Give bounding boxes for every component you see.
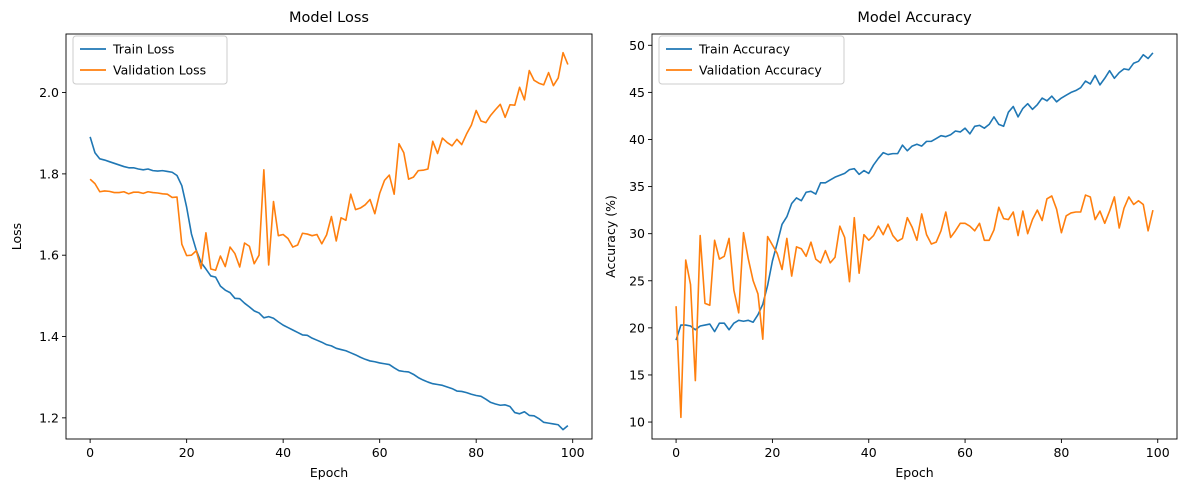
x-tick-label: 60 [957, 445, 973, 460]
x-tick-label: 40 [861, 445, 877, 460]
legend-box [72, 35, 228, 85]
x-axis-label: Epoch [310, 465, 348, 480]
legend-box [658, 35, 845, 85]
y-tick-label: 1.2 [39, 410, 59, 425]
y-axis-label: Accuracy (%) [603, 195, 618, 278]
plot-lines [675, 52, 1154, 419]
y-tick-label: 15 [629, 367, 645, 382]
validation-accuracy-line [675, 194, 1154, 419]
plot-frame [651, 33, 1178, 440]
x-tick-label: 0 [86, 445, 94, 460]
y-tick-label: 30 [629, 226, 645, 241]
legend: Train Loss Validation Loss [72, 35, 228, 85]
y-tick-label: 25 [629, 273, 645, 288]
legend-label: Train Loss [112, 42, 174, 57]
legend-label: Train Accuracy [698, 42, 791, 57]
plot-lines [89, 51, 569, 431]
y-tick-label: 35 [629, 179, 645, 194]
y-tick-label: 20 [629, 320, 645, 335]
plot-frame [65, 33, 593, 440]
x-tick-label: 40 [275, 445, 291, 460]
x-tick-label: 100 [561, 445, 585, 460]
x-tick-label: 80 [1053, 445, 1069, 460]
accuracy-chart: Model Accuracy 0 20 40 60 80 100 10 15 20 25 30 35 40… [603, 10, 1178, 480]
y-tick-label: 2.0 [39, 85, 59, 100]
y-axis-label: Loss [9, 223, 24, 250]
y-tick-label: 1.6 [39, 248, 59, 263]
y-tick-label: 40 [629, 132, 645, 147]
chart-title: Model Accuracy [857, 10, 972, 26]
x-tick-label: 20 [764, 445, 780, 460]
validation-loss-line [89, 51, 569, 272]
x-tick-label: 100 [1146, 445, 1170, 460]
x-tick-label: 60 [372, 445, 388, 460]
x-tick-label: 80 [468, 445, 484, 460]
legend-label: Validation Loss [113, 63, 206, 78]
y-tick-label: 45 [629, 85, 645, 100]
y-tick-label: 50 [629, 38, 645, 53]
legend: Train Accuracy Validation Accuracy [658, 35, 845, 85]
x-axis-label: Epoch [895, 465, 933, 480]
loss-chart: Model Loss 0 20 40 60 80 100 1.2 1.4 1.6 1.8 2.0 Epo… [9, 10, 593, 480]
y-tick-label: 10 [629, 415, 645, 430]
y-tick-label: 1.4 [39, 329, 59, 344]
legend-label: Validation Accuracy [699, 63, 822, 78]
chart-title: Model Loss [289, 10, 369, 26]
train-loss-line [89, 136, 569, 431]
x-tick-label: 0 [672, 445, 680, 460]
y-tick-label: 1.8 [39, 166, 59, 181]
x-tick-label: 20 [179, 445, 195, 460]
train-accuracy-line [675, 52, 1154, 341]
